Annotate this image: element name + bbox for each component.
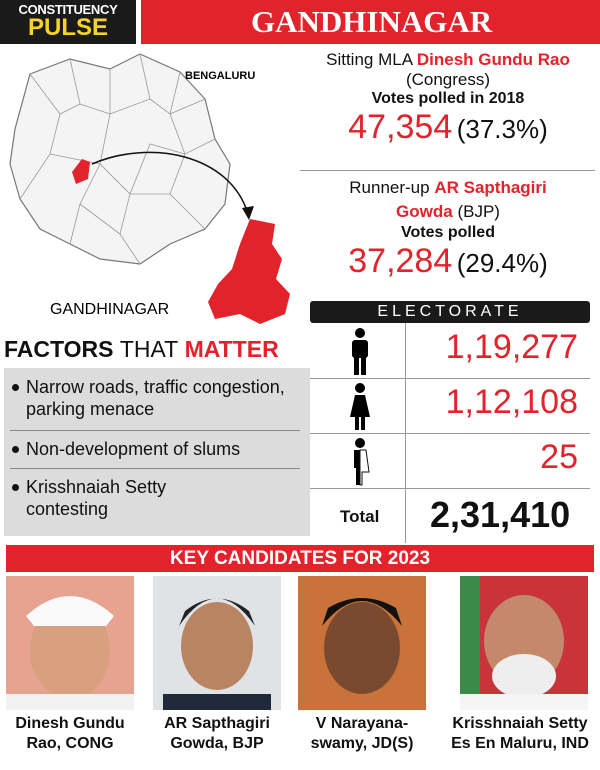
third-gender-icon — [354, 438, 370, 486]
candidate-caption: V Narayana-swamy, JD(S) — [287, 714, 437, 754]
text: Dinesh Gundu — [15, 715, 125, 732]
map: BENGALURU GANDHINAGAR — [9, 53, 290, 324]
votes: 47,354 — [348, 108, 453, 146]
share: (29.4%) — [456, 248, 548, 278]
factor-item: Non-development of slums — [12, 438, 302, 460]
text: V Narayana- — [315, 715, 409, 732]
votes-label: Votes polled — [401, 224, 495, 241]
votes: 37,284 — [348, 242, 453, 280]
name: Dinesh Gundu Rao — [416, 50, 570, 69]
factors-box: Narrow roads, traffic congestion, parkin… — [4, 368, 310, 536]
candidates-title: KEY CANDIDATES FOR 2023 — [6, 545, 594, 572]
total-value: 2,31,410 — [430, 494, 571, 535]
badge: CONSTITUENCY PULSE — [0, 0, 136, 44]
party: (BJP) — [457, 202, 500, 221]
electorate-value: 1,19,277 — [445, 328, 578, 366]
badge-line: PULSE — [27, 14, 108, 41]
map-label: GANDHINAGAR — [50, 301, 169, 318]
party: (Congress) — [405, 70, 491, 89]
text: AR Sapthagiri — [164, 715, 270, 732]
text: FACTORS — [4, 336, 114, 362]
total-label: Total — [340, 507, 380, 526]
electorate-row: 1,19,277 — [310, 324, 590, 379]
male-icon — [352, 328, 368, 375]
photo — [298, 576, 426, 710]
candidate-caption: AR Sapthagiri Gowda, BJP — [142, 714, 292, 754]
photo — [460, 576, 588, 710]
arrow — [91, 151, 249, 215]
female-icon — [350, 383, 370, 430]
text: Krisshnaiah Setty — [452, 715, 588, 732]
text: Rao, CONG — [26, 735, 114, 752]
badge-line: CONSTITUENCY — [18, 2, 118, 17]
electorate-value: 1,12,108 — [445, 383, 578, 421]
text: swamy, JD(S) — [310, 735, 414, 752]
photo — [6, 576, 134, 710]
factor-item: Krisshnaiah Setty contesting — [12, 476, 242, 520]
electorate-title: ELECTORATE — [310, 301, 590, 323]
area-highlight — [72, 159, 90, 184]
divider — [10, 430, 300, 431]
text: Runner-up — [349, 178, 430, 197]
text: THAT — [119, 336, 179, 362]
electorate-row: 1,12,108 — [310, 379, 590, 434]
photo — [153, 576, 281, 710]
area-zoom — [208, 219, 290, 324]
text: MATTER — [184, 336, 279, 362]
header-title: GANDHINAGAR — [141, 0, 600, 44]
text: Sitting MLA — [326, 50, 413, 69]
candidate-caption: Krisshnaiah Setty Es En Maluru, IND — [440, 714, 600, 754]
factor-item: Narrow roads, traffic congestion, parkin… — [12, 376, 302, 420]
votes-label: Votes polled in 2018 — [371, 90, 525, 107]
candidate-caption: Dinesh Gundu Rao, CONG — [0, 714, 145, 754]
runner-block: Runner-up AR Sapthagiri Gowda (BJP) Vote… — [296, 176, 600, 281]
factors-title: FACTORS THAT MATTER — [4, 336, 279, 363]
electorate-value: 25 — [540, 438, 578, 476]
map-label: BENGALURU — [185, 70, 255, 82]
share: (37.3%) — [456, 114, 548, 144]
divider — [300, 170, 595, 171]
electorate-row: 25 — [310, 434, 590, 489]
ward-lines — [19, 53, 216, 265]
text: Es En Maluru, IND — [451, 735, 589, 752]
divider — [10, 468, 300, 469]
arrowhead — [242, 206, 254, 220]
text: Gowda, BJP — [170, 735, 264, 752]
name: AR Sapthagiri Gowda — [396, 178, 547, 221]
sitting-block: Sitting MLA Dinesh Gundu Rao (Congress) … — [296, 50, 600, 147]
